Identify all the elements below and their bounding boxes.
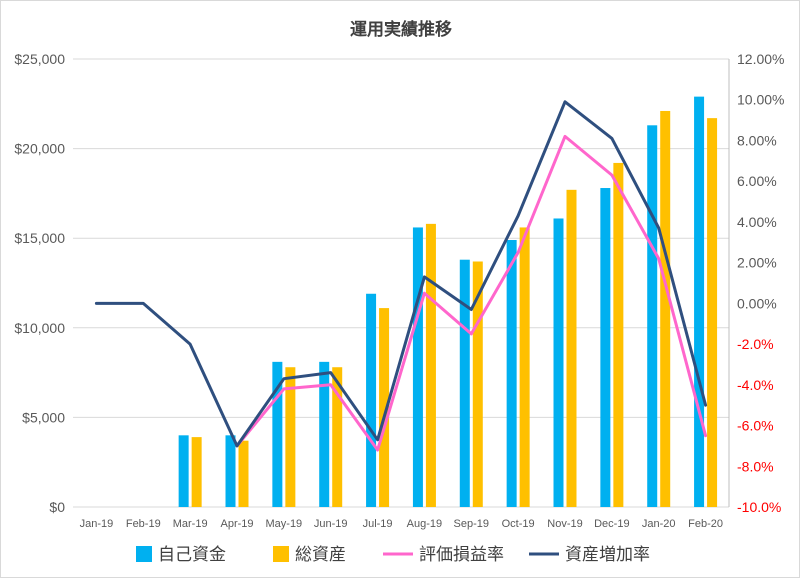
x-tick-label: Nov-19 [547, 518, 582, 530]
y-left-tick-label: $10,000 [14, 320, 65, 336]
bar [272, 361, 283, 507]
legend-label: 自己資金 [158, 545, 226, 565]
x-tick-label: Feb-19 [126, 518, 161, 530]
y-right-tick-label: 2.00% [737, 255, 777, 271]
bar [379, 308, 390, 507]
bar [425, 223, 436, 507]
x-tick-label: Feb-20 [688, 518, 723, 530]
bar [553, 218, 564, 507]
bar [613, 162, 624, 507]
y-left-tick-label: $5,000 [22, 409, 65, 425]
legend-swatch [273, 546, 289, 562]
bar [472, 261, 483, 507]
legend-label: 評価損益率 [419, 545, 504, 565]
series-line [235, 134, 708, 452]
bar [332, 367, 343, 507]
bar [506, 239, 517, 507]
y-right-tick-label: -4.0% [737, 377, 774, 393]
x-tick-label: May-19 [266, 518, 303, 530]
y-right-tick-label: 4.00% [737, 214, 777, 230]
bar [366, 293, 377, 507]
x-tick-label: Jul-19 [363, 518, 393, 530]
x-tick-label: Jun-19 [314, 518, 348, 530]
y-left-tick-label: $0 [49, 499, 65, 515]
bar [178, 435, 189, 507]
bar [707, 118, 718, 508]
bar [566, 189, 577, 508]
bars [178, 96, 718, 508]
series-line [94, 100, 708, 448]
y-right-tick-label: 0.00% [737, 295, 777, 311]
legend-label: 総資産 [295, 545, 346, 565]
y-right-tick-label: 10.00% [737, 92, 784, 108]
chart-title: 運用実績推移 [350, 20, 452, 40]
y-right-tick-label: -10.0% [737, 499, 781, 515]
x-tick-label: Aug-19 [407, 518, 442, 530]
x-tick-label: Dec-19 [594, 518, 629, 530]
y-left-tick-label: $15,000 [14, 230, 65, 246]
bar [225, 435, 236, 507]
lines [94, 100, 708, 452]
grid-lines [73, 58, 729, 508]
x-tick-label: Jan-20 [642, 518, 676, 530]
y-right-tick-label: 12.00% [737, 51, 784, 67]
y-right-tick-label: 6.00% [737, 173, 777, 189]
y-right-tick-label: -8.0% [737, 458, 774, 474]
y-right-tick-label: -6.0% [737, 418, 774, 434]
bar [238, 440, 249, 507]
x-tick-label: Apr-19 [220, 518, 253, 530]
legend-label: 資産増加率 [565, 545, 650, 565]
bar [319, 361, 330, 507]
y-left-tick-label: $20,000 [14, 141, 65, 157]
legend: 自己資金 総資産 評価損益率 資産増加率 [136, 545, 650, 565]
bar [660, 110, 671, 507]
x-tick-label: Sep-19 [454, 518, 489, 530]
legend-swatch [136, 546, 152, 562]
y-right-tick-label: 8.00% [737, 132, 777, 148]
x-tick-label: Oct-19 [502, 518, 535, 530]
y-left-tick-label: $25,000 [14, 51, 65, 67]
bar [285, 367, 296, 507]
bar [459, 259, 470, 507]
x-tick-label: Mar-19 [173, 518, 208, 530]
bar [600, 188, 611, 508]
axes: $0 $5,000 $10,000 $15,000 $20,000 $25,000 -10.… [14, 51, 784, 530]
bar [519, 227, 530, 507]
y-right-tick-label: -2.0% [737, 336, 774, 352]
bar [412, 227, 423, 507]
bar [191, 437, 202, 507]
bar [694, 96, 705, 507]
x-tick-label: Jan-19 [80, 518, 114, 530]
bar [647, 125, 658, 507]
